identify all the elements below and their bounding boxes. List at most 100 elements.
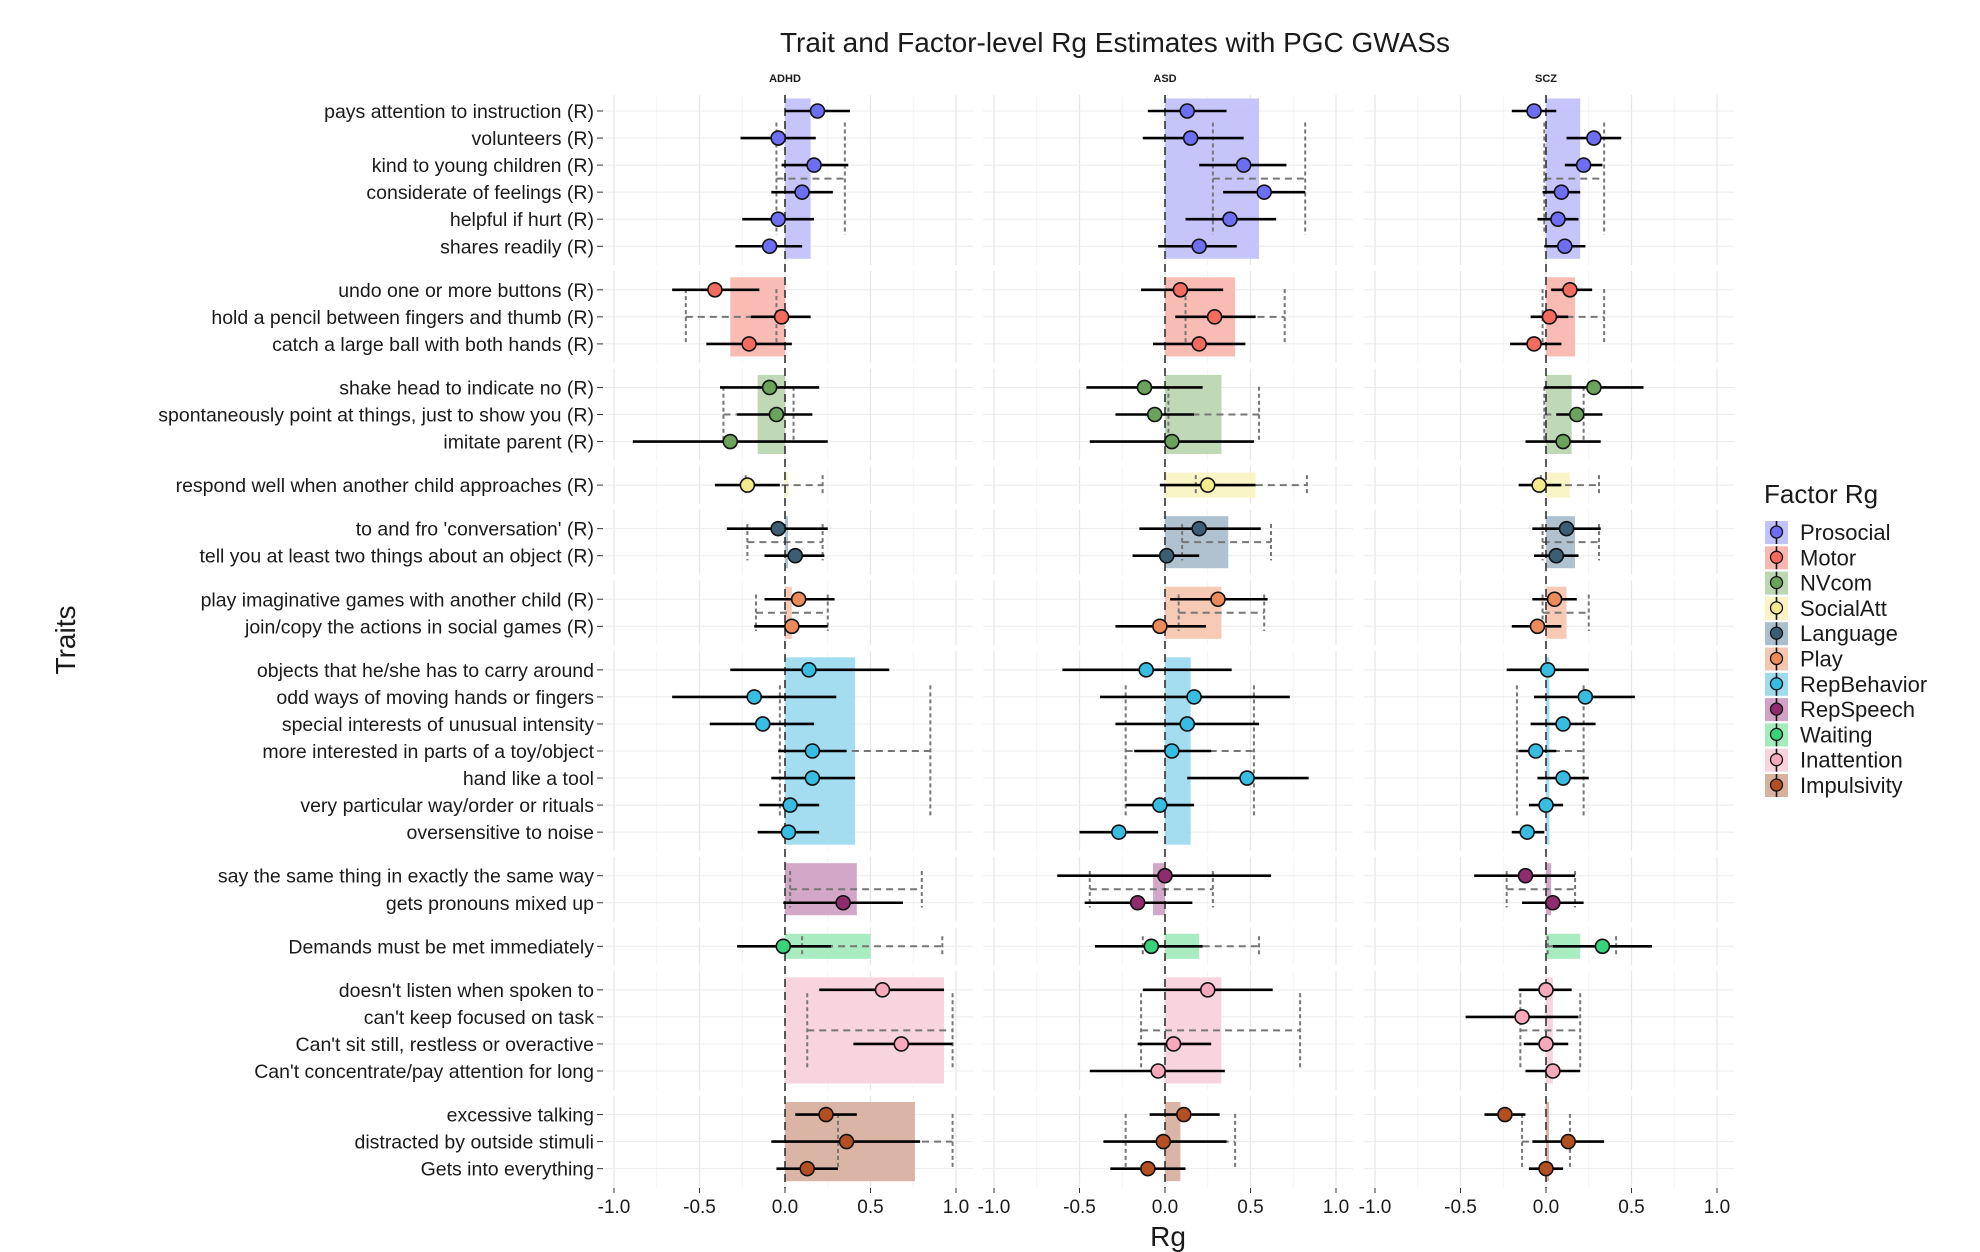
- group-separator: [983, 574, 1353, 581]
- trait-estimate-point: [770, 130, 786, 146]
- legend-label: SocialAtt: [1800, 596, 1887, 621]
- trait-label: say the same thing in exactly the same w…: [218, 866, 594, 888]
- group-separator: [1364, 921, 1734, 928]
- legend-key-point: [1769, 601, 1784, 615]
- trait-label: gets pronouns mixed up: [386, 893, 594, 915]
- factor-rg-box: [1153, 863, 1165, 916]
- y-axis-title: Traits: [50, 606, 81, 675]
- legend-label: Prosocial: [1800, 520, 1890, 545]
- group-separator: [983, 503, 1353, 510]
- trait-estimate-point: [739, 477, 756, 493]
- trait-label: join/copy the actions in social games (R…: [244, 616, 594, 638]
- trait-estimate-point: [770, 211, 786, 227]
- legend-label: NVcom: [1800, 571, 1872, 596]
- trait-estimate-point: [1527, 743, 1544, 759]
- group-separator: [603, 965, 973, 972]
- trait-estimate-point: [1146, 406, 1163, 423]
- x-tick-label: 0.0: [1152, 1197, 1178, 1218]
- legend-key-point: [1769, 702, 1784, 716]
- group-separator: [983, 921, 1353, 928]
- trait-estimate-point: [1155, 1133, 1172, 1150]
- trait-estimate-point: [804, 770, 821, 786]
- trait-estimate-point: [1150, 1063, 1166, 1079]
- trait-label: volunteers (R): [472, 128, 594, 150]
- trait-estimate-point: [1191, 336, 1207, 352]
- trait-estimate-point: [707, 281, 723, 298]
- trait-label: oversensitive to noise: [406, 822, 594, 844]
- trait-label: hand like a tool: [463, 768, 594, 790]
- x-tick-label: 1.0: [1704, 1197, 1730, 1218]
- trait-estimate-point: [1545, 894, 1561, 911]
- x-tick-label: 1.0: [1323, 1197, 1349, 1218]
- trait-estimate-point: [1519, 824, 1535, 840]
- trait-estimate-point: [1545, 1063, 1561, 1079]
- trait-estimate-point: [746, 689, 763, 705]
- legend-label: RepSpeech: [1800, 697, 1915, 722]
- panel-label: SCZ: [1535, 73, 1557, 85]
- group-separator: [1364, 265, 1734, 272]
- group-separator: [1364, 460, 1734, 467]
- trait-label: Gets into everything: [421, 1159, 594, 1181]
- trait-label: to and fro 'conversation' (R): [356, 519, 594, 541]
- trait-estimate-point: [1164, 743, 1180, 759]
- panel-label: ADHD: [769, 73, 801, 85]
- chart-title: Trait and Factor-level Rg Estimates with…: [780, 27, 1450, 58]
- group-separator: [1364, 574, 1734, 581]
- trait-label: hold a pencil between fingers and thumb …: [211, 307, 594, 329]
- x-tick-label: 0.5: [1618, 1197, 1644, 1218]
- trait-estimate-point: [1191, 520, 1207, 537]
- trait-estimate-point: [780, 824, 797, 840]
- group-separator: [983, 850, 1353, 857]
- x-tick-label: -0.5: [1063, 1197, 1096, 1218]
- trait-estimate-point: [801, 662, 817, 678]
- trait-estimate-point: [1138, 662, 1154, 678]
- trait-estimate-point: [1557, 238, 1573, 255]
- x-tick-label: -1.0: [1359, 1197, 1392, 1218]
- trait-estimate-point: [1140, 1160, 1156, 1177]
- trait-label: special interests of unusual intensity: [282, 714, 594, 736]
- trait-estimate-point: [806, 157, 822, 173]
- x-tick-label: 0.5: [857, 1197, 883, 1218]
- trait-estimate-point: [835, 894, 851, 911]
- trait-label: play imaginative games with another chil…: [201, 589, 594, 611]
- trait-estimate-point: [1235, 157, 1252, 173]
- trait-estimate-point: [1526, 336, 1542, 352]
- legend-key-point: [1769, 727, 1784, 742]
- trait-estimate-point: [1152, 618, 1168, 635]
- trait-label: Can't concentrate/pay attention for long: [254, 1061, 594, 1083]
- x-tick-label: 1.0: [943, 1197, 969, 1218]
- trait-label: objects that he/she has to carry around: [257, 660, 594, 682]
- trait-label: very particular way/order or rituals: [300, 795, 594, 817]
- trait-estimate-point: [1531, 477, 1547, 493]
- legend-title: Factor Rg: [1764, 479, 1878, 509]
- trait-label: pays attention to instruction (R): [324, 101, 594, 123]
- trait-estimate-point: [761, 238, 778, 255]
- trait-estimate-point: [770, 520, 786, 537]
- legend-key-point: [1769, 778, 1784, 792]
- group-separator: [1364, 645, 1734, 652]
- trait-estimate-point: [1538, 1160, 1554, 1177]
- x-tick-label: 0.0: [772, 1197, 798, 1218]
- legend-label: Motor: [1800, 545, 1856, 570]
- trait-label: tell you at least two things about an ob…: [199, 546, 594, 568]
- trait-estimate-point: [1538, 1036, 1554, 1052]
- legend-key-point: [1769, 626, 1784, 640]
- trait-estimate-point: [1186, 689, 1202, 705]
- trait-estimate-point: [1514, 1009, 1530, 1025]
- trait-estimate-point: [1586, 379, 1602, 396]
- group-separator: [983, 965, 1353, 972]
- group-separator: [1364, 362, 1734, 369]
- trait-estimate-point: [1529, 618, 1546, 635]
- trait-estimate-point: [1176, 1106, 1192, 1123]
- group-separator: [1364, 850, 1734, 857]
- trait-estimate-point: [1206, 309, 1223, 325]
- legend-label: Waiting: [1800, 722, 1873, 747]
- trait-estimate-point: [1586, 130, 1602, 146]
- x-tick-label: 0.0: [1533, 1197, 1559, 1218]
- group-separator: [983, 265, 1353, 272]
- trait-estimate-point: [1182, 130, 1199, 146]
- trait-label: undo one or more buttons (R): [338, 280, 594, 302]
- legend-key-point: [1769, 525, 1784, 539]
- trait-estimate-point: [838, 1133, 855, 1150]
- trait-estimate-point: [1560, 1133, 1577, 1150]
